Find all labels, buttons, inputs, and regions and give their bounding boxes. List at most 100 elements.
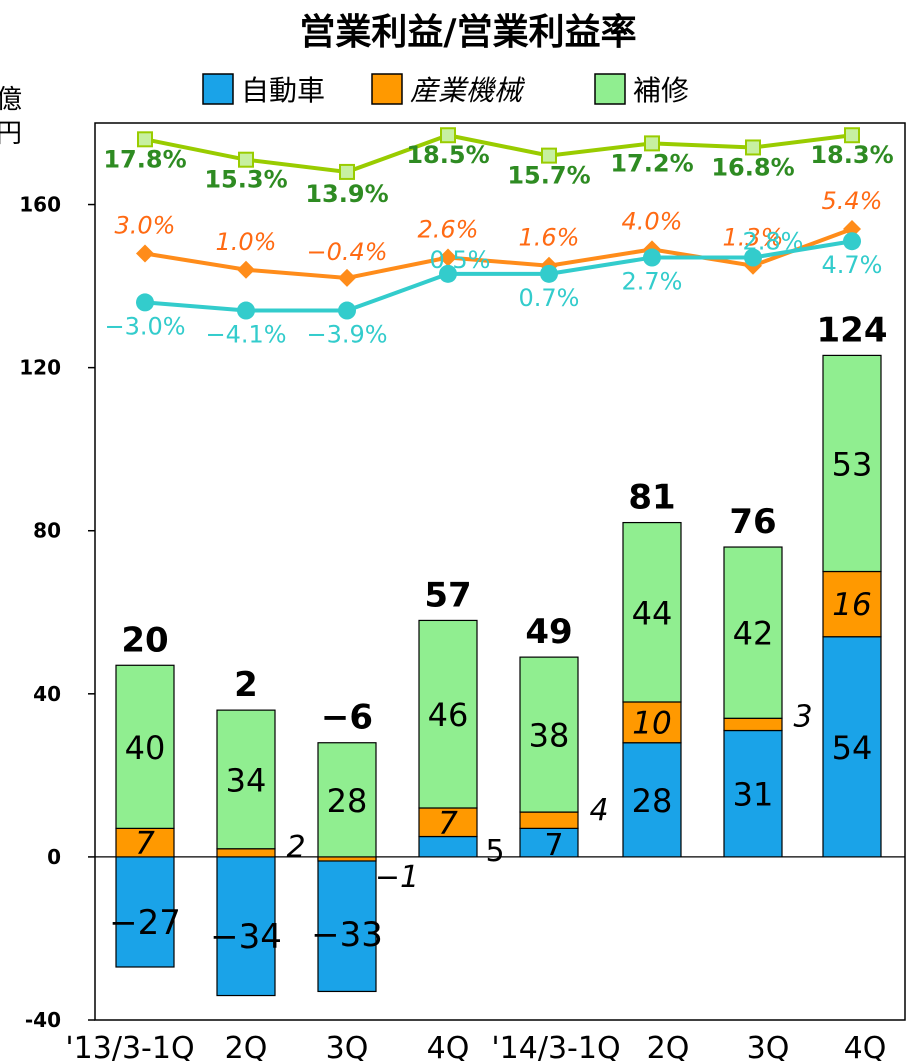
bar-label-car: −27: [109, 903, 181, 943]
y-tick-label: -40: [25, 1008, 61, 1032]
legend-label: 補修: [633, 74, 689, 107]
margin-line: [144, 239, 853, 313]
bar-segment-repair: [519, 656, 579, 813]
bar-segment-industrial: [418, 807, 478, 838]
y-axis-unit-char: 億: [0, 85, 22, 115]
margin-marker-square: [137, 131, 153, 148]
legend: 自動車 産業機械 補修: [202, 73, 689, 107]
margin-label: 4.0%: [622, 207, 683, 235]
bar-label-car: 31: [733, 776, 774, 814]
margin-marker-square: [339, 163, 355, 180]
legend-label: 自動車: [241, 74, 325, 107]
chart-title: 営業利益/営業利益率: [299, 12, 636, 53]
bar-segment-industrial: [317, 856, 377, 862]
margin-marker-diamond: [237, 260, 255, 279]
legend-swatch: [594, 73, 626, 105]
bar-label-repair: 46: [428, 696, 469, 734]
y-tick-label: 40: [33, 682, 61, 706]
margin-marker-diamond: [338, 268, 356, 287]
margin-label: 1.6%: [519, 224, 580, 252]
margin-marker-circle: [439, 264, 457, 283]
margin-marker-circle: [643, 248, 661, 267]
bar-label-repair: 42: [733, 615, 774, 653]
bar-label-industrial: −1: [375, 860, 419, 895]
bar-segment-repair: [317, 742, 377, 858]
bar-total-label: 49: [525, 612, 572, 652]
margin-label: −0.4%: [306, 238, 387, 266]
y-tick-label: 80: [33, 519, 61, 543]
bar-label-car: −34: [210, 917, 282, 957]
bar-total-label: 2: [234, 665, 258, 705]
margin-line: [144, 133, 853, 174]
margin-marker-square: [541, 147, 557, 164]
bar-label-industrial: 4: [589, 793, 608, 828]
bar-label-industrial: 7: [135, 826, 155, 862]
margin-label: 0.7%: [519, 284, 580, 312]
y-tick-label: 0: [47, 845, 61, 869]
bar-segment-repair: [115, 664, 175, 829]
bar-segment-repair: [622, 521, 682, 703]
margin-marker-circle: [237, 301, 255, 320]
margin-marker-circle: [744, 248, 762, 267]
margin-label: 15.7%: [507, 162, 590, 190]
y-tick-label: 120: [19, 356, 61, 380]
bar-total-label: 57: [424, 575, 471, 615]
bar-label-repair: 34: [226, 761, 267, 799]
margin-label: 15.3%: [204, 166, 287, 194]
bar-label-repair: 53: [832, 445, 873, 483]
margin-marker-square: [844, 127, 860, 144]
y-tick-label: 160: [19, 193, 61, 217]
bar-total-label: −6: [321, 698, 373, 738]
bar-label-car: 5: [485, 834, 504, 869]
y-axis-unit-label: 億円: [0, 85, 22, 149]
bar-label-industrial: 10: [632, 705, 671, 741]
margin-label: 2.6%: [418, 216, 479, 244]
margin-label: 1.3%: [723, 224, 784, 252]
margin-marker-square: [644, 135, 660, 152]
margin-label: 17.2%: [610, 149, 693, 177]
margin-label: 17.8%: [103, 145, 186, 173]
margin-label: 13.9%: [305, 180, 388, 208]
x-tick-label: 3Q: [747, 1031, 790, 1061]
x-tick-label: '14/3-1Q: [491, 1031, 620, 1061]
margin-label: 2.7%: [622, 268, 683, 296]
bar-segment-car: [622, 742, 682, 858]
bar-segment-industrial: [723, 717, 783, 732]
bar-segment-repair: [822, 354, 882, 573]
bar-label-car: 54: [832, 729, 873, 767]
bar-segment-car: [317, 856, 377, 993]
bar-label-car: 28: [632, 782, 673, 820]
bar-label-repair: 40: [125, 729, 166, 767]
bar-segment-car: [115, 856, 175, 968]
margin-marker-square: [238, 151, 254, 168]
x-tick-label: 2Q: [225, 1031, 268, 1061]
bar-segment-industrial: [115, 827, 175, 858]
plot-area: -40 0 40 80 120 160 40 −27 7 20 34 −34 2 2 28 −33 −1 −6 46…: [19, 122, 906, 1061]
margin-label: −4.1%: [205, 321, 286, 349]
margin-marker-circle: [843, 232, 861, 251]
margin-marker-diamond: [439, 248, 457, 267]
bar-total-label: 20: [121, 620, 168, 660]
margin-line: [144, 227, 853, 280]
bar-label-industrial: 7: [438, 805, 458, 841]
margin-label: 16.8%: [711, 153, 794, 181]
x-tick-label: 2Q: [647, 1031, 690, 1061]
bar-segment-repair: [723, 546, 783, 719]
bar-total-label: 124: [817, 310, 888, 350]
bar-segment-industrial: [216, 848, 276, 858]
margin-marker-square: [440, 127, 456, 144]
bar-segment-industrial: [519, 811, 579, 829]
margin-label: −3.9%: [306, 321, 387, 349]
bar-total-label: 76: [729, 502, 776, 542]
margin-label: 18.5%: [406, 141, 489, 169]
bar-label-repair: 38: [529, 717, 570, 755]
bar-label-industrial: 2: [286, 830, 305, 865]
bar-label-car: −33: [311, 915, 383, 955]
bar-total-label: 81: [628, 478, 675, 518]
bar-label-repair: 28: [327, 782, 368, 820]
bar-label-repair: 44: [632, 594, 673, 632]
margin-label: 1.0%: [216, 228, 277, 256]
bar-segment-car: [216, 856, 276, 997]
y-axis-unit-char: 円: [0, 119, 22, 149]
legend-swatch: [202, 73, 234, 105]
